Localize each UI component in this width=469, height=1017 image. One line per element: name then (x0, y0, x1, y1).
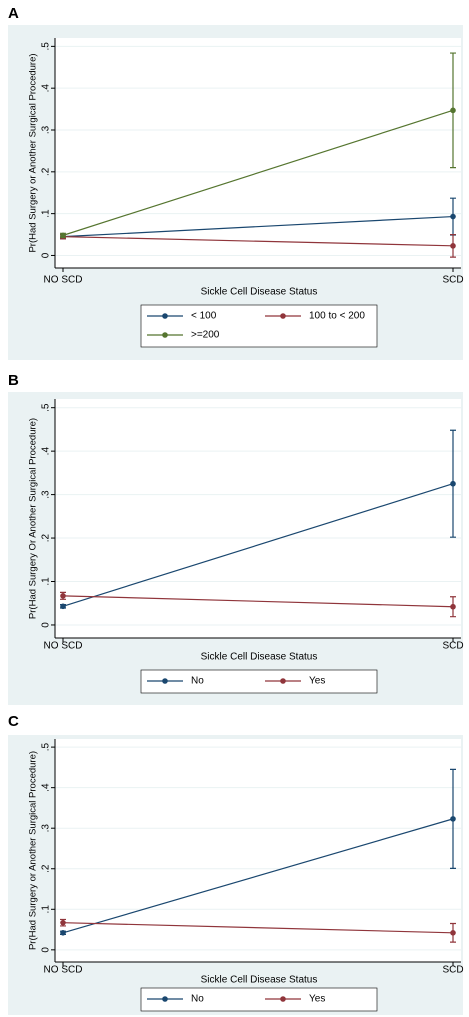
series-line (62, 109, 454, 236)
legend-label: Yes (309, 676, 325, 687)
y-tick-label: .3 (41, 490, 52, 499)
legend-marker (280, 996, 286, 1002)
y-tick-label: .3 (41, 125, 52, 134)
legend-marker (162, 313, 168, 319)
data-point (450, 930, 456, 936)
series-line (62, 595, 454, 608)
x-axis-title: Sickle Cell Disease Status (201, 652, 318, 663)
y-tick-label: .4 (41, 84, 52, 93)
legend-label: No (191, 994, 204, 1005)
legend-marker (280, 313, 286, 319)
y-tick-label: .2 (41, 167, 52, 176)
series-line (62, 236, 454, 247)
data-point (60, 930, 66, 936)
legend-marker (162, 678, 168, 684)
y-tick-label: 0 (41, 252, 52, 258)
y-axis-title: Pr(Had Surgery Or Another Surgical Proce… (28, 418, 39, 619)
series-line (62, 922, 454, 934)
legend-box (140, 987, 378, 1012)
series-line (62, 483, 454, 607)
y-tick-label: .1 (41, 577, 52, 586)
data-point (60, 919, 66, 926)
data-point (450, 213, 456, 220)
legend-label: >=200 (191, 330, 220, 341)
panel-label: A (8, 5, 19, 22)
plot-area (55, 399, 461, 638)
legend-marker (162, 332, 168, 338)
x-tick-label: SCD (442, 641, 463, 652)
data-point (450, 480, 456, 487)
x-tick-label: NO SCD (44, 965, 83, 976)
data-point (450, 816, 456, 822)
panel-label: B (8, 372, 19, 389)
y-tick-label: 0 (41, 947, 52, 953)
y-tick-label: .1 (41, 905, 52, 914)
y-tick-label: .1 (41, 209, 52, 218)
y-axis-title: Pr(Had Surgery or Another Surgical Proce… (28, 53, 39, 252)
legend-label: < 100 (191, 311, 217, 322)
x-tick-label: NO SCD (44, 641, 83, 652)
series-line (62, 818, 454, 934)
y-tick-label: .3 (41, 824, 52, 833)
legend-marker (280, 678, 286, 684)
x-axis-title: Sickle Cell Disease Status (201, 975, 318, 986)
y-tick-label: .4 (41, 447, 52, 456)
y-tick-label: .5 (41, 743, 52, 752)
data-point (450, 603, 456, 610)
legend-box (140, 669, 378, 694)
data-point (450, 107, 456, 114)
legend-box (140, 304, 378, 348)
legend-label: Yes (309, 994, 325, 1005)
legend-label: No (191, 676, 204, 687)
y-axis-title: Pr(Had Surgery or Another Surgical Proce… (28, 751, 39, 950)
plot-area (55, 739, 461, 962)
x-axis-title: Sickle Cell Disease Status (201, 287, 318, 298)
y-tick-label: .5 (41, 403, 52, 412)
series-line (62, 215, 454, 238)
x-tick-label: SCD (442, 965, 463, 976)
y-tick-label: .2 (41, 864, 52, 873)
data-point (60, 593, 66, 599)
legend-marker (162, 996, 168, 1002)
plot-area (55, 38, 461, 268)
data-point (60, 232, 66, 239)
y-tick-label: .4 (41, 783, 52, 792)
y-tick-label: .5 (41, 42, 52, 51)
data-point (450, 243, 456, 249)
x-tick-label: SCD (442, 275, 463, 286)
panel-label: C (8, 713, 19, 730)
x-tick-label: NO SCD (44, 275, 83, 286)
data-point (60, 603, 66, 610)
legend-label: 100 to < 200 (309, 311, 365, 322)
y-tick-label: .2 (41, 533, 52, 542)
y-tick-label: 0 (41, 622, 52, 628)
